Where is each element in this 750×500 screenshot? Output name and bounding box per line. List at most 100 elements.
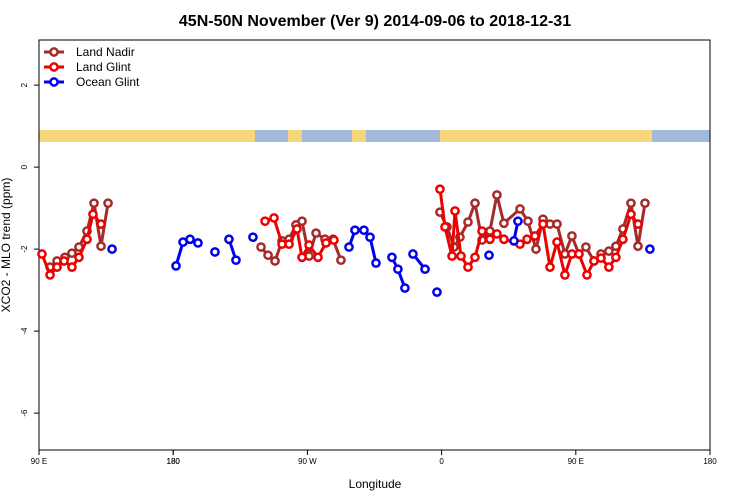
point — [499, 234, 509, 245]
x-tick-label: 180 — [167, 457, 181, 466]
point — [329, 235, 339, 245]
point — [463, 217, 473, 227]
point — [371, 258, 381, 268]
point — [509, 236, 519, 246]
map-strip — [39, 130, 710, 142]
x-tick-label: 180 — [703, 457, 717, 466]
point — [456, 251, 466, 261]
point — [484, 250, 494, 261]
point — [552, 237, 562, 247]
legend-label: Land Nadir — [76, 45, 135, 59]
point — [185, 234, 195, 245]
legend-marker — [49, 47, 59, 57]
point — [304, 240, 314, 250]
y-tick-label: -6 — [20, 409, 29, 417]
point — [513, 216, 523, 227]
point — [67, 262, 77, 272]
legend-marker — [49, 62, 59, 72]
point — [37, 249, 47, 259]
point — [531, 244, 541, 254]
y-tick-label: 0 — [20, 164, 29, 169]
point — [224, 234, 234, 245]
legend-label: Ocean Glint — [76, 75, 140, 89]
point — [365, 232, 375, 243]
point — [82, 234, 92, 245]
x-tick-label: 90 W — [298, 457, 317, 466]
point — [408, 249, 418, 259]
point — [545, 262, 555, 272]
x-tick-label: 90 E — [31, 457, 47, 466]
point — [269, 213, 279, 223]
point — [88, 209, 98, 220]
point — [96, 241, 106, 252]
point — [626, 198, 636, 209]
point — [640, 198, 650, 209]
point — [596, 253, 606, 263]
point — [52, 262, 62, 272]
point — [492, 229, 502, 239]
point — [522, 234, 532, 245]
point — [477, 226, 487, 236]
point — [492, 190, 502, 200]
point — [499, 218, 509, 229]
point — [193, 238, 203, 248]
point — [256, 242, 266, 252]
point — [400, 283, 410, 293]
point — [582, 270, 592, 280]
point — [107, 244, 117, 254]
point — [432, 287, 442, 297]
point — [560, 270, 570, 280]
chart-title: 45N-50N November (Ver 9) 2014-09-06 to 2… — [179, 13, 571, 30]
point — [626, 209, 636, 220]
point — [292, 224, 302, 234]
y-tick-label: 2 — [20, 82, 29, 87]
point — [611, 252, 621, 263]
y-tick-label: -4 — [20, 327, 29, 335]
point — [633, 219, 643, 229]
series-line — [49, 194, 647, 269]
point — [311, 228, 321, 238]
point — [89, 198, 99, 209]
point — [270, 256, 280, 266]
point — [297, 216, 307, 227]
point — [171, 261, 181, 271]
point — [552, 219, 562, 229]
point — [538, 219, 548, 229]
point — [96, 219, 106, 229]
point — [420, 264, 430, 275]
y-tick-label: -2 — [20, 245, 29, 253]
point — [485, 234, 495, 245]
point — [530, 231, 540, 241]
point — [645, 244, 655, 254]
legend-marker — [49, 77, 59, 87]
point — [523, 216, 533, 227]
point — [260, 216, 270, 227]
point — [350, 225, 360, 236]
point — [463, 262, 473, 272]
point — [103, 198, 113, 209]
point — [210, 247, 220, 257]
point — [470, 252, 480, 263]
y-axis-label: XCO2 - MLO trend (ppm) — [0, 178, 13, 313]
point — [59, 256, 69, 266]
point — [248, 232, 258, 243]
point — [515, 204, 525, 214]
point — [435, 184, 445, 195]
plot-frame — [38, 39, 711, 451]
x-tick-label: 180 — [167, 457, 181, 466]
point — [67, 248, 77, 259]
point — [359, 225, 369, 236]
x-tick-label: 0 — [439, 457, 444, 466]
point — [567, 231, 577, 241]
point — [618, 234, 628, 245]
point — [604, 246, 614, 256]
point — [581, 242, 591, 252]
point — [263, 250, 273, 261]
point — [393, 264, 403, 275]
point — [231, 255, 241, 266]
x-axis-label: Longitude — [349, 477, 402, 491]
point — [313, 252, 323, 263]
point — [284, 239, 294, 250]
point — [470, 198, 480, 209]
